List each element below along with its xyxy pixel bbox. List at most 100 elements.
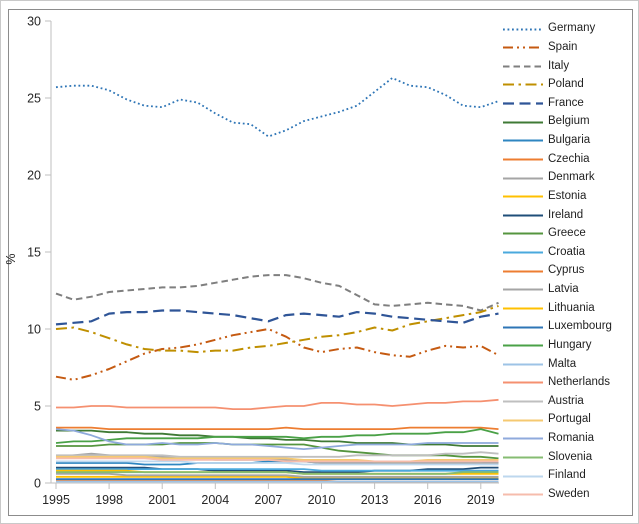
legend-label: Lithuania — [548, 301, 595, 314]
legend-line-sample — [503, 363, 543, 366]
legend-line-sample — [503, 65, 543, 68]
legend-line-sample — [503, 83, 543, 86]
series-line-poland — [55, 304, 499, 354]
series-line-netherlands — [56, 398, 499, 411]
series-line-slovenia — [56, 471, 499, 475]
y-tick-label: 15 — [27, 246, 41, 260]
legend-item-romania: Romania — [503, 430, 633, 448]
x-tick-label: 2001 — [148, 493, 176, 507]
legend-label: France — [548, 96, 584, 109]
series-line-latvia — [56, 472, 499, 478]
legend-line-sample — [503, 326, 543, 328]
legend-label: Croatia — [548, 245, 586, 258]
series-line-italy — [55, 274, 499, 312]
legend-item-greece: Greece — [503, 225, 633, 243]
legend-item-hungary: Hungary — [503, 337, 633, 355]
legend-line-sample — [503, 251, 543, 254]
legend-label: Romania — [548, 432, 595, 444]
legend-label: Finland — [548, 469, 586, 482]
legend-line-sample — [503, 344, 543, 347]
legend-item-germany: Germany — [503, 20, 633, 38]
legend-label: Germany — [548, 22, 596, 35]
series-line-portugal — [56, 455, 499, 463]
legend-item-belgium: Belgium — [503, 113, 633, 131]
legend-item-portugal: Portugal — [503, 411, 633, 429]
legend-label: Belgium — [548, 115, 590, 128]
legend: Germany Spain Italy Poland France Belgium Bulg… — [503, 20, 633, 504]
series-line-romania — [55, 428, 499, 451]
legend-item-ireland: Ireland — [503, 206, 633, 224]
legend-item-netherlands: Netherlands — [503, 374, 633, 392]
legend-line-sample — [503, 102, 543, 105]
y-tick-label: 10 — [27, 323, 41, 337]
y-tick-label: 30 — [27, 15, 41, 29]
legend-item-estonia: Estonia — [503, 188, 633, 206]
series-line-austria — [56, 451, 499, 458]
legend-label: Sweden — [548, 487, 590, 500]
legend-label: Spain — [548, 40, 578, 53]
legend-label: Latvia — [548, 283, 579, 295]
legend-label: Cyprus — [548, 264, 585, 277]
legend-line-sample — [503, 139, 543, 142]
series-line-spain — [55, 328, 499, 381]
series-line-belgium — [56, 429, 499, 447]
x-tick-label: 2013 — [361, 493, 389, 507]
legend-item-spain: Spain — [503, 39, 633, 57]
legend-line-sample — [503, 121, 543, 124]
legend-label: Italy — [548, 59, 570, 72]
series-line-france — [55, 309, 499, 326]
legend-line-sample — [503, 381, 543, 384]
x-tick-label: 2019 — [467, 493, 495, 507]
x-tick-label: 2004 — [201, 493, 229, 507]
series-line-hungary — [55, 428, 499, 444]
legend-line-sample — [503, 419, 543, 422]
legend-item-finland: Finland — [503, 467, 633, 485]
legend-item-luxembourg: Luxembourg — [503, 318, 633, 336]
legend-label: Luxembourg — [548, 320, 612, 333]
series-line-germany — [55, 77, 499, 138]
legend-item-bulgaria: Bulgaria — [503, 132, 633, 150]
series-line-czechia — [56, 426, 499, 431]
legend-label: Netherlands — [548, 376, 611, 389]
legend-line-sample — [503, 493, 543, 496]
series-line-ireland — [56, 466, 499, 474]
x-tick-label: 1998 — [95, 493, 123, 507]
legend-label: Denmark — [548, 171, 595, 184]
legend-item-czechia: Czechia — [503, 150, 633, 168]
series-line-finland — [56, 460, 499, 466]
legend-label: Portugal — [548, 413, 591, 426]
legend-label: Hungary — [548, 338, 592, 351]
legend-item-poland: Poland — [503, 76, 633, 94]
legend-label: Slovenia — [548, 450, 593, 463]
legend-item-sweden: Sweden — [503, 486, 633, 504]
legend-label: Bulgaria — [548, 134, 591, 146]
legend-item-latvia: Latvia — [503, 281, 633, 299]
legend-label: Ireland — [548, 208, 584, 221]
legend-label: Austria — [548, 394, 584, 407]
legend-item-croatia: Croatia — [503, 244, 633, 262]
legend-label: Estonia — [548, 189, 587, 202]
legend-line-sample — [503, 195, 543, 198]
legend-item-cyprus: Cyprus — [503, 262, 633, 280]
legend-item-austria: Austria — [503, 393, 633, 411]
legend-item-italy: Italy — [503, 57, 633, 75]
legend-item-lithuania: Lithuania — [503, 299, 633, 317]
legend-label: Poland — [548, 78, 584, 91]
legend-line-sample — [503, 475, 543, 477]
series-line-croatia — [56, 468, 499, 472]
legend-line-sample — [503, 307, 543, 310]
legend-line-sample — [503, 232, 543, 235]
x-tick-label: 2016 — [414, 493, 442, 507]
legend-label: Greece — [548, 227, 586, 240]
legend-line-sample — [503, 46, 543, 49]
legend-line-sample — [503, 456, 543, 459]
x-tick-label: 1995 — [42, 493, 70, 507]
legend-label: Czechia — [548, 152, 590, 165]
y-tick-label: 25 — [27, 92, 41, 106]
series-line-sweden — [56, 457, 499, 463]
y-axis-title: % — [4, 253, 18, 264]
legend-line-sample — [503, 400, 543, 403]
legend-line-sample — [503, 270, 543, 273]
